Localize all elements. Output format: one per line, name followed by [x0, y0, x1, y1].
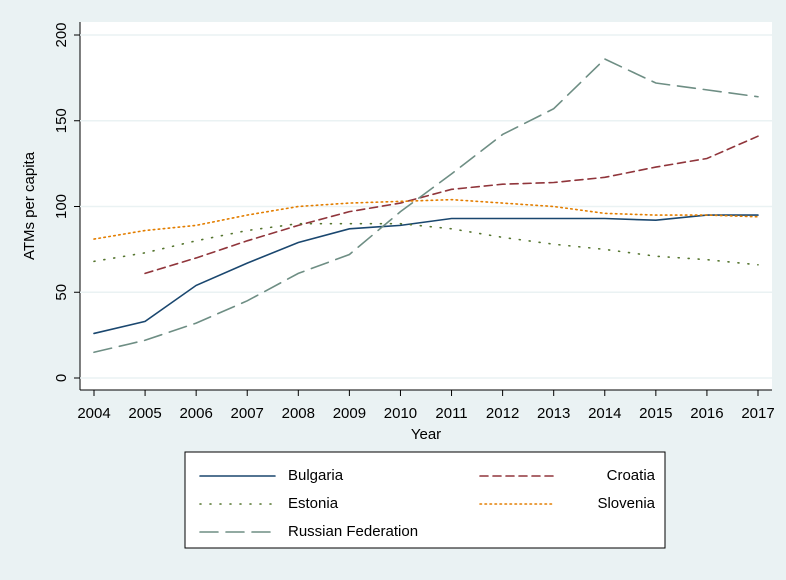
y-tick-label: 0: [53, 374, 70, 382]
y-tick-label: 50: [53, 284, 70, 301]
x-tick-label: 2013: [537, 405, 570, 422]
x-tick-label: 2008: [282, 405, 315, 422]
series-line: [144, 135, 759, 275]
x-tick-label: 2006: [179, 405, 212, 422]
x-tick-label: 2016: [690, 405, 723, 422]
series-line: [93, 58, 759, 354]
y-tick-label: 150: [53, 108, 70, 133]
x-tick-label: 2007: [231, 405, 264, 422]
series-line: [93, 198, 759, 240]
legend-label: Estonia: [288, 495, 339, 512]
legend: [184, 451, 666, 549]
x-tick-label: 2015: [639, 405, 672, 422]
x-tick-label: 2009: [333, 405, 366, 422]
x-tick-label: 2005: [128, 405, 161, 422]
x-tick-label: 2011: [435, 405, 467, 422]
y-axis-label: ATMs per capita: [21, 151, 38, 260]
x-tick-label: 2014: [588, 405, 621, 422]
legend-label: Russian Federation: [288, 523, 418, 540]
x-tick-label: 2017: [741, 405, 774, 422]
y-tick-label: 100: [53, 194, 70, 219]
y-tick-label: 200: [53, 22, 70, 47]
legend-label: Croatia: [607, 467, 656, 484]
legend-label: Bulgaria: [288, 467, 344, 484]
x-axis-label: Year: [411, 426, 441, 443]
x-tick-label: 2012: [486, 405, 519, 422]
x-tick-label: 2010: [384, 405, 417, 422]
x-tick-label: 2004: [77, 405, 110, 422]
legend-label: Slovenia: [597, 495, 655, 512]
series-line: [93, 214, 759, 335]
